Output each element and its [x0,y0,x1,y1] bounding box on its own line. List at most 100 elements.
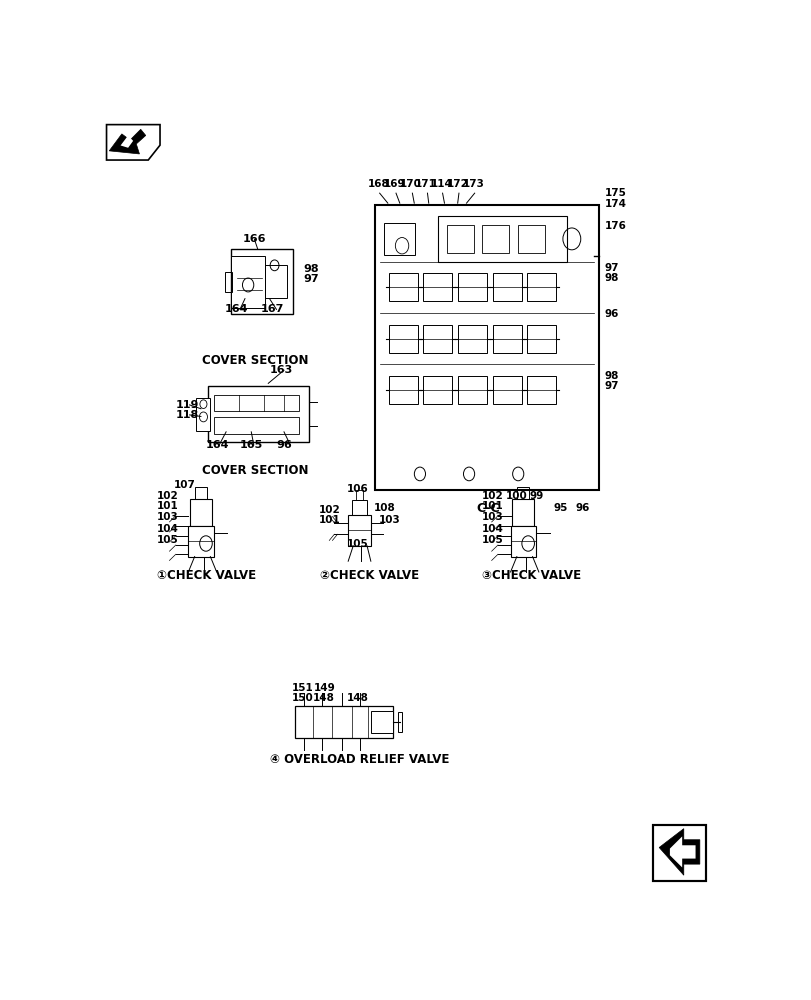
Text: 148: 148 [312,693,334,703]
Bar [517,225,544,253]
Bar [355,490,363,500]
Bar [213,395,298,411]
Text: 98: 98 [604,273,619,283]
Bar [398,712,401,732]
Bar [208,386,309,442]
Bar [652,825,706,881]
Text: 102: 102 [157,491,178,501]
Bar [526,273,556,301]
Bar [371,711,392,733]
Bar [225,272,231,292]
Text: 169: 169 [384,179,405,189]
Text: 164: 164 [224,304,247,314]
Text: 164: 164 [205,440,229,450]
Bar [388,376,417,404]
Text: 176: 176 [604,221,626,231]
Bar [517,487,529,499]
Text: 171: 171 [414,179,436,189]
Text: 103: 103 [157,512,178,522]
Text: 118: 118 [175,410,199,420]
Text: 97: 97 [604,381,619,391]
Text: 100: 100 [505,491,527,501]
Bar [213,417,298,434]
Bar [265,265,287,298]
Polygon shape [109,129,145,154]
Text: 98: 98 [303,264,318,274]
Text: 97: 97 [303,274,318,284]
Bar [423,376,452,404]
Text: COVER SECTION: COVER SECTION [202,354,308,367]
Text: ③CHECK VALVE: ③CHECK VALVE [482,569,581,582]
Text: 163: 163 [270,365,293,375]
Bar [230,249,293,314]
Text: 175: 175 [604,188,626,198]
Text: 104: 104 [482,524,504,534]
Text: 105: 105 [157,535,178,545]
Text: 149: 149 [314,683,336,693]
Text: 101: 101 [318,515,340,525]
Text: 95: 95 [552,503,567,513]
Text: 96: 96 [575,503,590,513]
Text: COVER SECTION: COVER SECTION [202,464,308,477]
Text: 172: 172 [446,179,468,189]
Text: ②CHECK VALVE: ②CHECK VALVE [320,569,419,582]
Bar [446,225,473,253]
Bar [348,515,371,546]
Text: 105: 105 [346,539,368,549]
Polygon shape [669,836,695,867]
Text: 167: 167 [260,304,284,314]
Text: 103: 103 [378,515,400,525]
Bar [423,273,452,301]
Bar [510,526,535,557]
Text: 150: 150 [291,693,313,703]
Polygon shape [120,135,133,148]
Text: 107: 107 [174,480,195,490]
Bar [196,398,210,431]
Polygon shape [659,829,699,875]
Bar [375,205,598,490]
Bar [190,499,212,526]
Bar [437,216,567,262]
Text: 104: 104 [157,524,178,534]
Text: 105: 105 [482,535,504,545]
Text: ①CHECK VALVE: ①CHECK VALVE [157,569,255,582]
Text: 98: 98 [604,371,619,381]
Bar [423,325,452,353]
Text: 97: 97 [604,263,619,273]
Text: 102: 102 [482,491,504,501]
Bar [384,223,415,255]
Text: 148: 148 [346,693,368,703]
Bar [230,256,264,308]
Bar [482,225,508,253]
Bar [195,487,207,499]
Bar [492,325,521,353]
Text: 119: 119 [175,400,199,410]
Bar [457,325,487,353]
Text: ④ OVERLOAD RELIEF VALVE: ④ OVERLOAD RELIEF VALVE [270,753,449,766]
Text: 102: 102 [318,505,340,515]
Bar [652,825,706,881]
Bar [511,499,534,526]
Bar [188,526,213,557]
Text: 151: 151 [291,683,313,693]
Bar [388,325,417,353]
Text: 106: 106 [346,484,368,494]
Bar [526,325,556,353]
Text: 108: 108 [373,503,395,513]
Text: 99: 99 [529,491,543,501]
Text: 101: 101 [482,501,504,511]
Bar [351,500,367,515]
Text: 174: 174 [604,199,626,209]
Text: 101: 101 [157,501,178,511]
Bar [457,273,487,301]
Bar [457,376,487,404]
Text: 166: 166 [242,234,266,244]
Bar [492,273,521,301]
Bar [388,273,417,301]
Text: 96: 96 [276,440,292,450]
Text: 114: 114 [430,179,452,189]
Bar [492,376,521,404]
Text: C-C: C-C [476,502,500,515]
Polygon shape [106,125,160,160]
Text: 170: 170 [400,179,422,189]
